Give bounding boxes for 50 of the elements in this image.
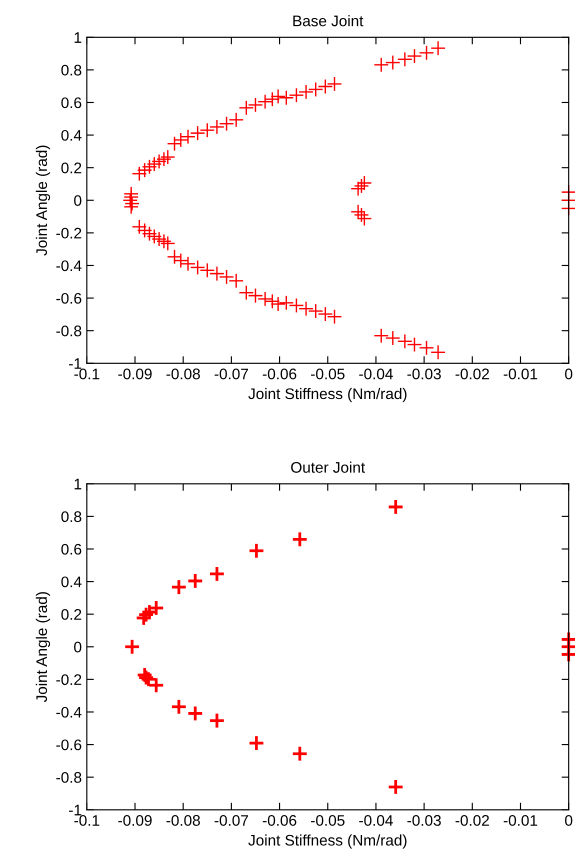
x-tick-label: -0.04 bbox=[359, 815, 393, 826]
y-tick-label: 0 bbox=[74, 195, 82, 206]
y-tick-label: -0.2 bbox=[56, 674, 82, 686]
x-axis-title: Joint Stiffness (Nm/rad) bbox=[248, 388, 406, 402]
x-tick-label: -0.05 bbox=[311, 368, 345, 380]
y-tick-label: -0.4 bbox=[56, 260, 82, 272]
x-tick-label: -0.09 bbox=[118, 815, 152, 826]
x-tick-label: -0.07 bbox=[214, 368, 248, 380]
x-tick-label: -0.01 bbox=[504, 815, 538, 826]
y-tick-label: -1 bbox=[69, 358, 82, 369]
x-tick-label: -0.1 bbox=[74, 815, 100, 826]
x-tick-label: -0.09 bbox=[118, 368, 152, 380]
y-tick-label: -0.4 bbox=[56, 706, 82, 718]
x-tick-label: -0.08 bbox=[166, 815, 200, 826]
x-tick-label: -0.02 bbox=[456, 815, 489, 826]
x-tick-label: -0.08 bbox=[166, 368, 200, 380]
y-tick-label: -0.6 bbox=[56, 739, 82, 750]
y-tick-label: 1 bbox=[74, 32, 82, 43]
x-tick-label: -0.05 bbox=[311, 815, 345, 826]
x-tick-label: 0 bbox=[565, 815, 572, 826]
y-tick-label: 0.4 bbox=[61, 576, 82, 588]
x-tick-label: -0.04 bbox=[359, 368, 393, 380]
y-tick-label: 0.8 bbox=[61, 64, 82, 76]
x-tick-label: -0.03 bbox=[407, 368, 441, 380]
y-tick-label: 1 bbox=[74, 478, 82, 490]
y-axis-title: Joint Angle (rad) bbox=[36, 592, 50, 702]
x-tick-label: 0 bbox=[565, 368, 572, 380]
y-tick-label: 0.6 bbox=[61, 97, 82, 108]
x-tick-label: -0.06 bbox=[262, 368, 296, 380]
chart-title: Base Joint bbox=[293, 15, 364, 26]
x-tick-label: -0.01 bbox=[504, 368, 538, 380]
y-tick-label: 0.2 bbox=[61, 609, 82, 620]
y-tick-label: -0.8 bbox=[56, 326, 82, 336]
y-tick-label: 0.8 bbox=[61, 511, 82, 522]
y-tick-label: 0 bbox=[74, 642, 82, 652]
y-tick-label: 0.4 bbox=[61, 130, 82, 141]
y-tick-label: 0.6 bbox=[61, 544, 82, 555]
x-tick-label: -0.03 bbox=[407, 815, 441, 826]
y-tick-label: -0.6 bbox=[56, 292, 82, 304]
y-tick-label: 0.2 bbox=[61, 162, 82, 174]
x-tick-label: -0.1 bbox=[74, 368, 100, 380]
x-tick-label: -0.02 bbox=[456, 368, 489, 380]
y-tick-label: -0.8 bbox=[56, 772, 82, 783]
y-tick-label: -0.2 bbox=[56, 228, 82, 239]
y-tick-label: -1 bbox=[69, 804, 82, 816]
x-tick-label: -0.06 bbox=[262, 815, 296, 826]
chart-title: Outer Joint bbox=[291, 462, 366, 473]
y-axis-title: Joint Angle (rad) bbox=[36, 146, 50, 256]
x-tick-label: -0.07 bbox=[214, 815, 248, 826]
x-axis-title: Joint Stiffness (Nm/rad) bbox=[248, 834, 406, 849]
